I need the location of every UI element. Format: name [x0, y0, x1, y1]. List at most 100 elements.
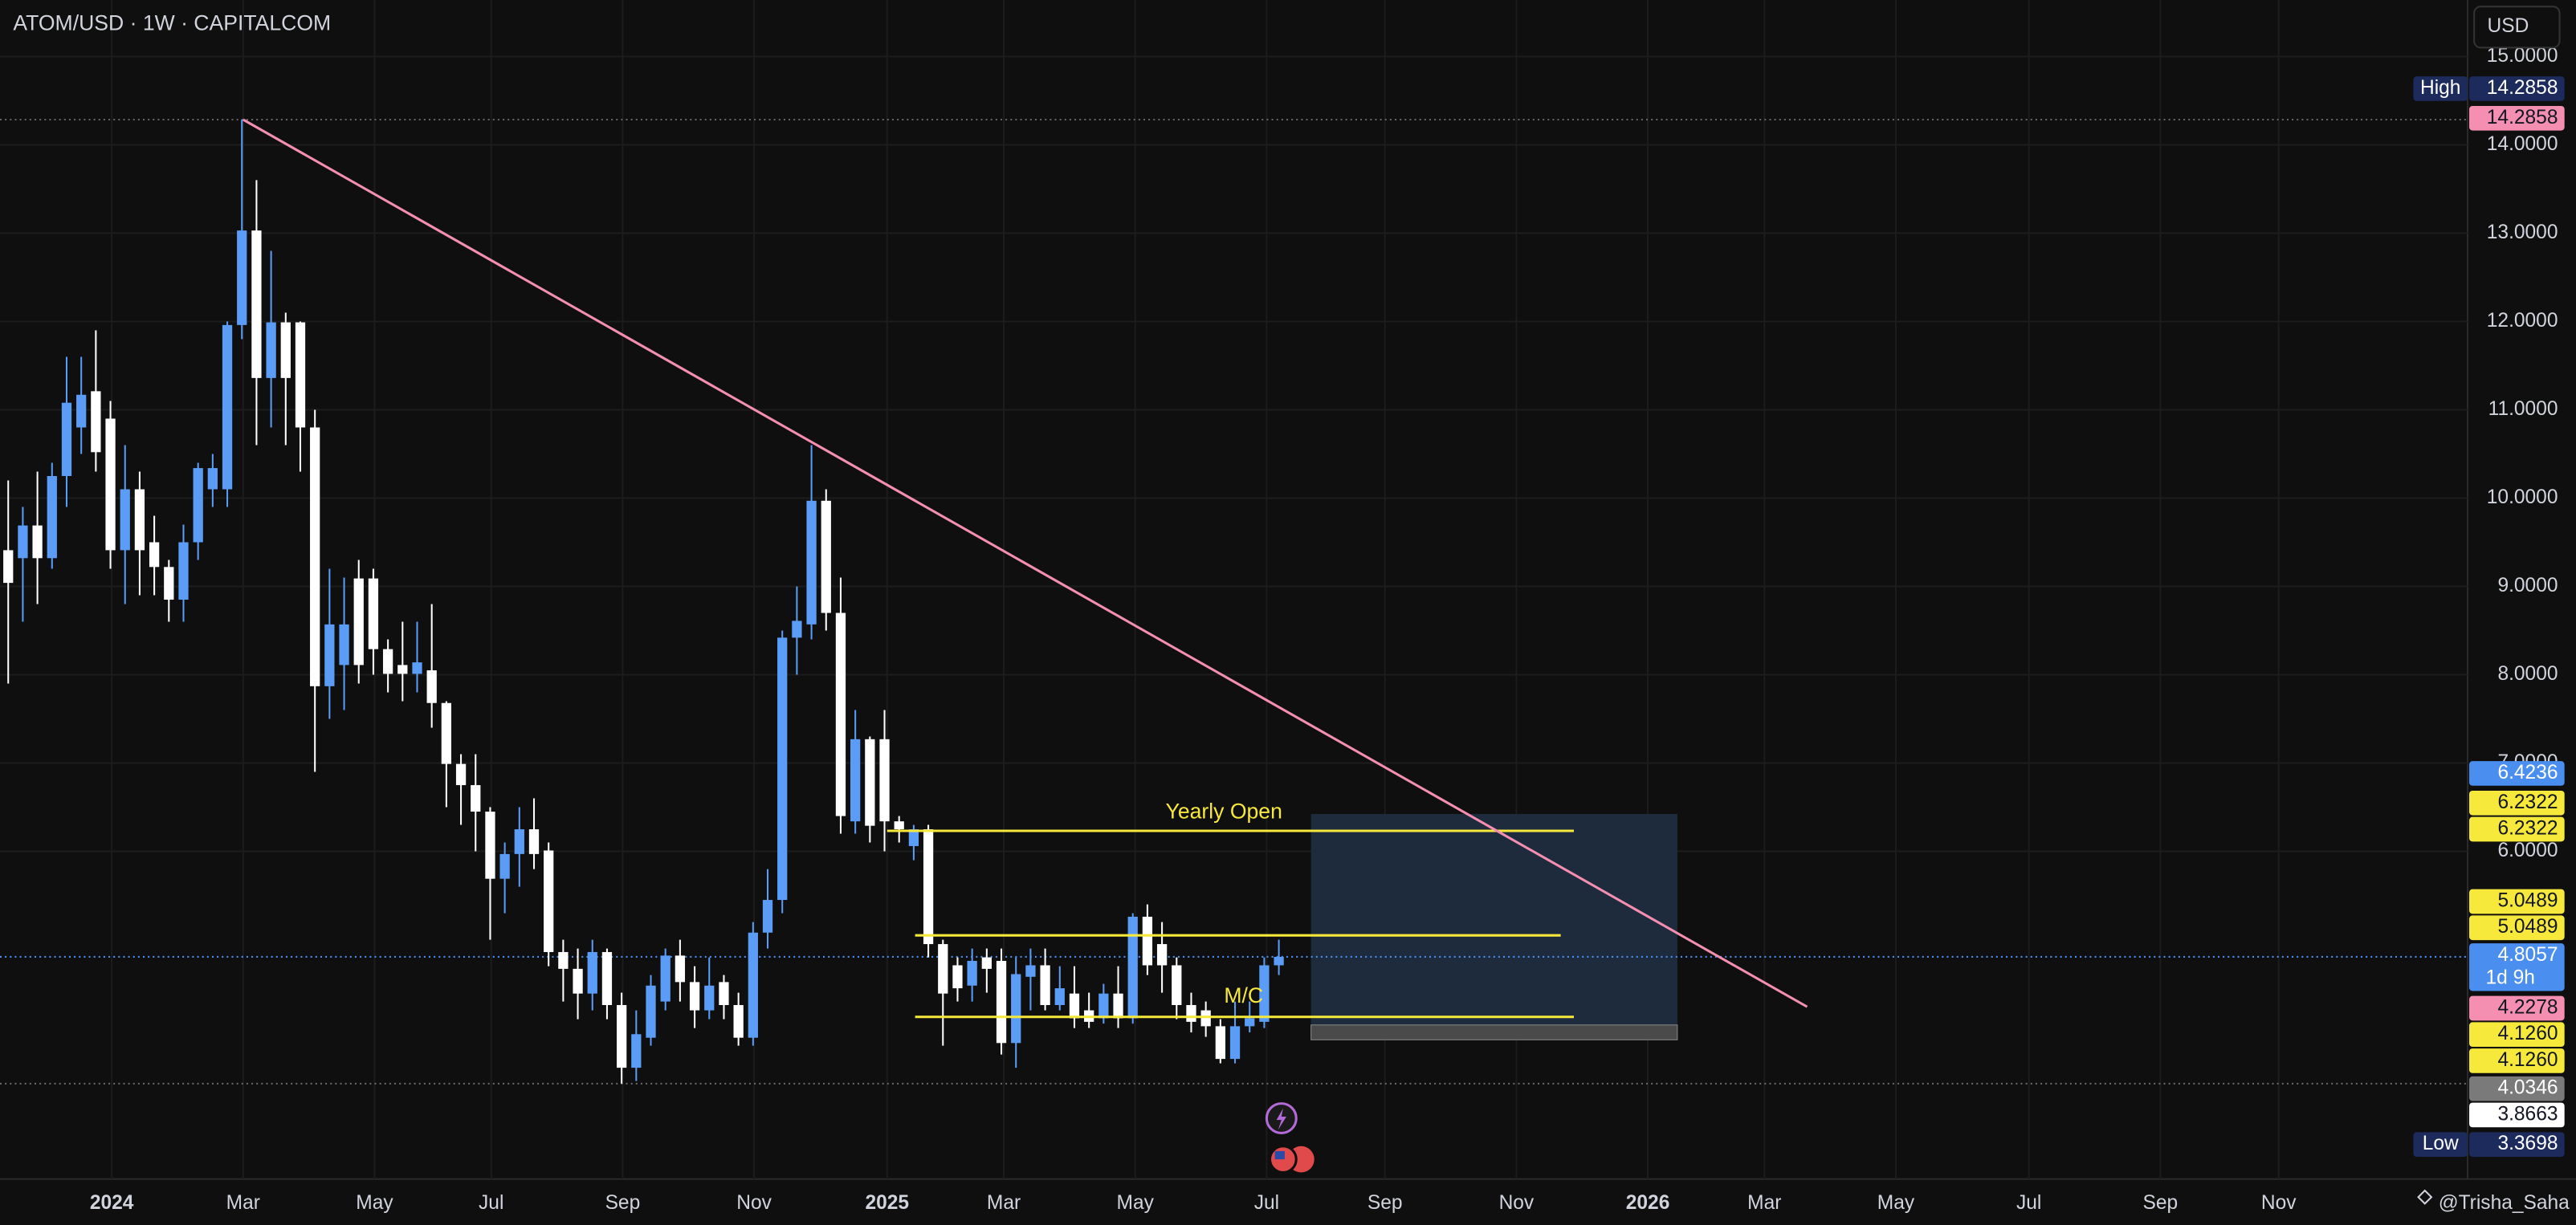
y-tick-label: 6.0000	[2497, 840, 2558, 861]
candle-body	[120, 489, 130, 551]
candle-body	[996, 960, 1007, 1044]
price-badge-label: 3.8663	[2497, 1103, 2558, 1125]
candle-body	[207, 468, 218, 490]
candle-body	[835, 612, 846, 816]
candle-body	[850, 739, 861, 822]
watermark: @Trisha_Saha	[2417, 1189, 2570, 1214]
x-tick-label: Nov	[1499, 1192, 1535, 1214]
position-loss-zone	[1310, 1024, 1678, 1040]
candle-body	[1245, 1018, 1255, 1027]
watermark-text: @Trisha_Saha	[2439, 1192, 2570, 1214]
price-badge	[2469, 943, 2565, 991]
x-tick-label: Nov	[736, 1192, 772, 1214]
badge-tag-label: Low	[2423, 1133, 2459, 1154]
lightning-glyph	[1276, 1108, 1286, 1130]
price-badge	[2469, 790, 2565, 816]
candle-body	[105, 418, 116, 551]
candle-body	[237, 230, 247, 325]
candle-body	[368, 578, 379, 649]
price-badge	[2469, 1022, 2565, 1048]
x-tick-label: Mar	[226, 1192, 260, 1214]
candle-body	[1156, 944, 1168, 966]
candle-body	[821, 500, 831, 613]
price-badge-label: 14.2858	[2487, 77, 2558, 99]
candle-body	[1186, 1004, 1196, 1022]
candle-body	[528, 829, 540, 854]
candle-body	[485, 812, 495, 879]
price-badge-label: 6.2322	[2497, 818, 2558, 840]
candle-body	[792, 621, 802, 638]
price-badge	[2469, 915, 2565, 941]
price-badge	[2469, 761, 2565, 786]
currency-button-label[interactable]: USD	[2488, 15, 2529, 37]
candle-body	[310, 427, 320, 686]
candle-body	[733, 1004, 744, 1038]
candle-body	[178, 542, 189, 600]
symbol-title: ATOM/USD · 1W · CAPITALCOM	[13, 11, 331, 35]
x-tick-label: Jul	[1254, 1192, 1279, 1214]
price-badge-label: 4.2278	[2497, 996, 2558, 1018]
candle-body	[1025, 965, 1036, 977]
price-badge-label: 4.1260	[2497, 1049, 2558, 1071]
candle-body	[76, 394, 87, 428]
candle-body	[879, 739, 890, 822]
candle-body	[47, 475, 57, 559]
plot-area: Yearly Open M/C	[0, 118, 2468, 1085]
candle-body	[134, 489, 145, 551]
price-badge-label: 6.4236	[2497, 762, 2558, 783]
candle-body	[777, 637, 788, 901]
candle-body	[587, 951, 597, 994]
candle-body	[981, 957, 992, 969]
flag-canton	[1274, 1150, 1285, 1160]
y-tick-label: 9.0000	[2497, 575, 2558, 596]
y-tick-label: 12.0000	[2487, 310, 2558, 332]
candle-body	[3, 550, 14, 584]
candle-body	[1011, 974, 1021, 1044]
candle-body	[704, 985, 715, 1011]
candle-body	[397, 665, 408, 674]
candle-body	[631, 1034, 642, 1068]
candle-body	[865, 739, 875, 826]
price-badge	[2469, 1102, 2565, 1128]
price-badge	[2469, 1048, 2565, 1073]
x-tick-label: Mar	[1747, 1192, 1781, 1214]
candle-body	[719, 982, 729, 1005]
watermark-icon	[2417, 1189, 2433, 1205]
candle-body	[1054, 988, 1065, 1005]
countdown-label: 1d 9h	[2485, 967, 2534, 989]
currency-button[interactable]: USD	[2473, 6, 2561, 49]
y-tick-label: 15.0000	[2487, 45, 2558, 67]
candle-body	[601, 951, 613, 1005]
candle-body	[455, 763, 467, 786]
price-badge-label: 6.2322	[2497, 792, 2558, 813]
candle-body	[471, 785, 481, 812]
y-tick-label: 14.0000	[2487, 133, 2558, 155]
candle-body	[1113, 993, 1123, 1019]
candle-body	[280, 322, 291, 378]
candle-body	[1142, 916, 1153, 966]
price-badge	[2469, 995, 2565, 1021]
candle-body	[91, 391, 101, 453]
x-tick-label: May	[356, 1192, 393, 1214]
candle-body	[193, 468, 203, 543]
currency-button-box[interactable]	[2473, 6, 2561, 49]
candle-body	[1098, 993, 1109, 1019]
price-badge	[2469, 1076, 2565, 1101]
x-tick-label: Sep	[1367, 1192, 1403, 1214]
candle-body	[967, 960, 977, 986]
candle-body	[1215, 1026, 1225, 1060]
candle-body	[499, 853, 510, 879]
candle-body	[1259, 965, 1270, 1022]
candle-body	[544, 850, 554, 952]
y-tick-label: 10.0000	[2487, 486, 2558, 508]
candle-body	[1069, 993, 1080, 1019]
badge-tag-label: High	[2420, 77, 2460, 99]
price-badge-label: 4.0346	[2497, 1077, 2558, 1099]
x-tick-label: May	[1117, 1192, 1155, 1214]
price-badge-label: 5.0489	[2497, 890, 2558, 912]
x-tick-label: 2026	[1626, 1192, 1670, 1214]
price-badge	[2469, 76, 2565, 101]
y-tick-label: 13.0000	[2487, 222, 2558, 243]
